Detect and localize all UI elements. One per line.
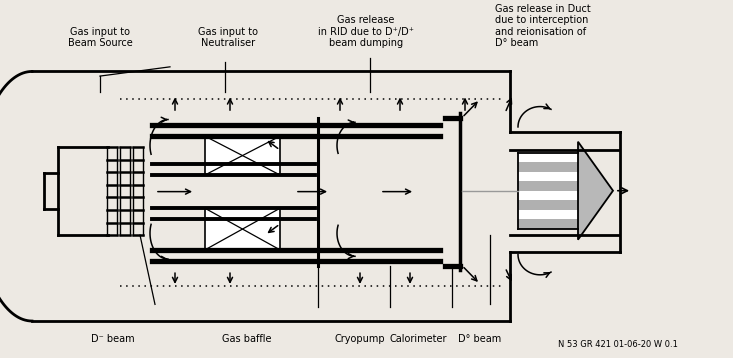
Bar	[518, 153, 578, 162]
Text: N 53 GR 421 01-06-20 W 0.1: N 53 GR 421 01-06-20 W 0.1	[558, 340, 678, 349]
Bar	[205, 208, 280, 250]
Bar	[518, 210, 578, 219]
Text: Calorimeter: Calorimeter	[389, 334, 446, 344]
Bar	[518, 219, 578, 229]
Bar	[518, 200, 578, 210]
Bar	[205, 136, 280, 175]
Bar	[518, 191, 578, 200]
Text: Gas baffle: Gas baffle	[222, 334, 272, 344]
Bar	[518, 162, 578, 172]
Text: D⁻ beam: D⁻ beam	[91, 334, 135, 344]
Polygon shape	[578, 142, 613, 240]
Bar	[518, 172, 578, 181]
Text: Gas input to
Beam Source: Gas input to Beam Source	[67, 27, 133, 48]
Text: Gas input to
Neutraliser: Gas input to Neutraliser	[198, 27, 258, 48]
Bar	[518, 181, 578, 191]
Text: Gas release
in RID due to D⁺/D⁺
beam dumping: Gas release in RID due to D⁺/D⁺ beam dum…	[318, 15, 414, 48]
Text: Cryopump: Cryopump	[335, 334, 386, 344]
Text: Gas release in Duct
due to interception
and reionisation of
D° beam: Gas release in Duct due to interception …	[495, 4, 591, 48]
Text: D° beam: D° beam	[458, 334, 501, 344]
